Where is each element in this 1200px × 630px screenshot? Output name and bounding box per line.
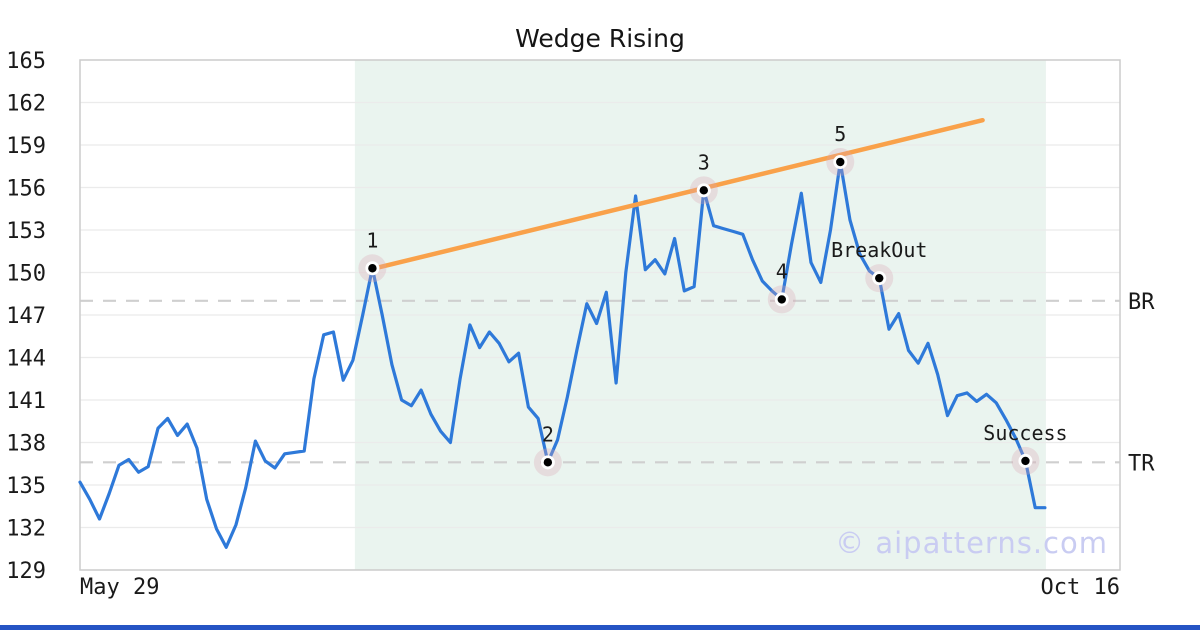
level-label-tr: TR	[1128, 451, 1155, 476]
point-label-2: 2	[542, 422, 554, 446]
y-tick-label: 159	[6, 134, 46, 159]
marker-dot-3	[699, 186, 709, 195]
plot-border	[79, 59, 1121, 571]
point-label-4: 4	[776, 259, 788, 283]
y-tick-label: 162	[6, 92, 46, 117]
footer-accent-bar	[0, 625, 1200, 630]
chart-title: Wedge Rising	[515, 24, 685, 53]
marker-dot-5	[836, 157, 845, 167]
y-tick-label: 147	[6, 304, 46, 329]
point-label-1: 1	[366, 228, 378, 252]
point-label-5: 5	[834, 122, 846, 146]
y-tick-label: 165	[6, 49, 46, 74]
point-label-success: Success	[983, 421, 1067, 445]
y-tick-label: 138	[6, 432, 46, 457]
x-axis-start-label: May 29	[80, 575, 159, 600]
y-tick-label: 135	[6, 474, 46, 499]
y-tick-label: 144	[6, 347, 46, 372]
trendline	[370, 117, 985, 272]
y-tick-label: 153	[6, 219, 46, 244]
level-label-br: BR	[1128, 290, 1155, 315]
y-tick-label: 132	[6, 517, 46, 542]
marker-dot-success	[1021, 456, 1030, 466]
y-tick-label: 129	[6, 559, 46, 584]
marker-dot-breakout	[875, 273, 884, 283]
price-line	[78, 160, 1047, 549]
point-label-breakout: BreakOut	[831, 238, 927, 262]
marker-dot-1	[368, 264, 377, 273]
watermark: © aipatterns.com	[835, 526, 1108, 560]
marker-dot-2	[543, 458, 553, 467]
y-tick-label: 141	[6, 389, 46, 414]
point-label-3: 3	[698, 150, 710, 174]
x-axis-end-label: Oct 16	[1041, 575, 1120, 600]
y-tick-label: 150	[6, 262, 46, 287]
marker-dot-4	[777, 295, 786, 304]
y-tick-label: 156	[6, 177, 46, 202]
